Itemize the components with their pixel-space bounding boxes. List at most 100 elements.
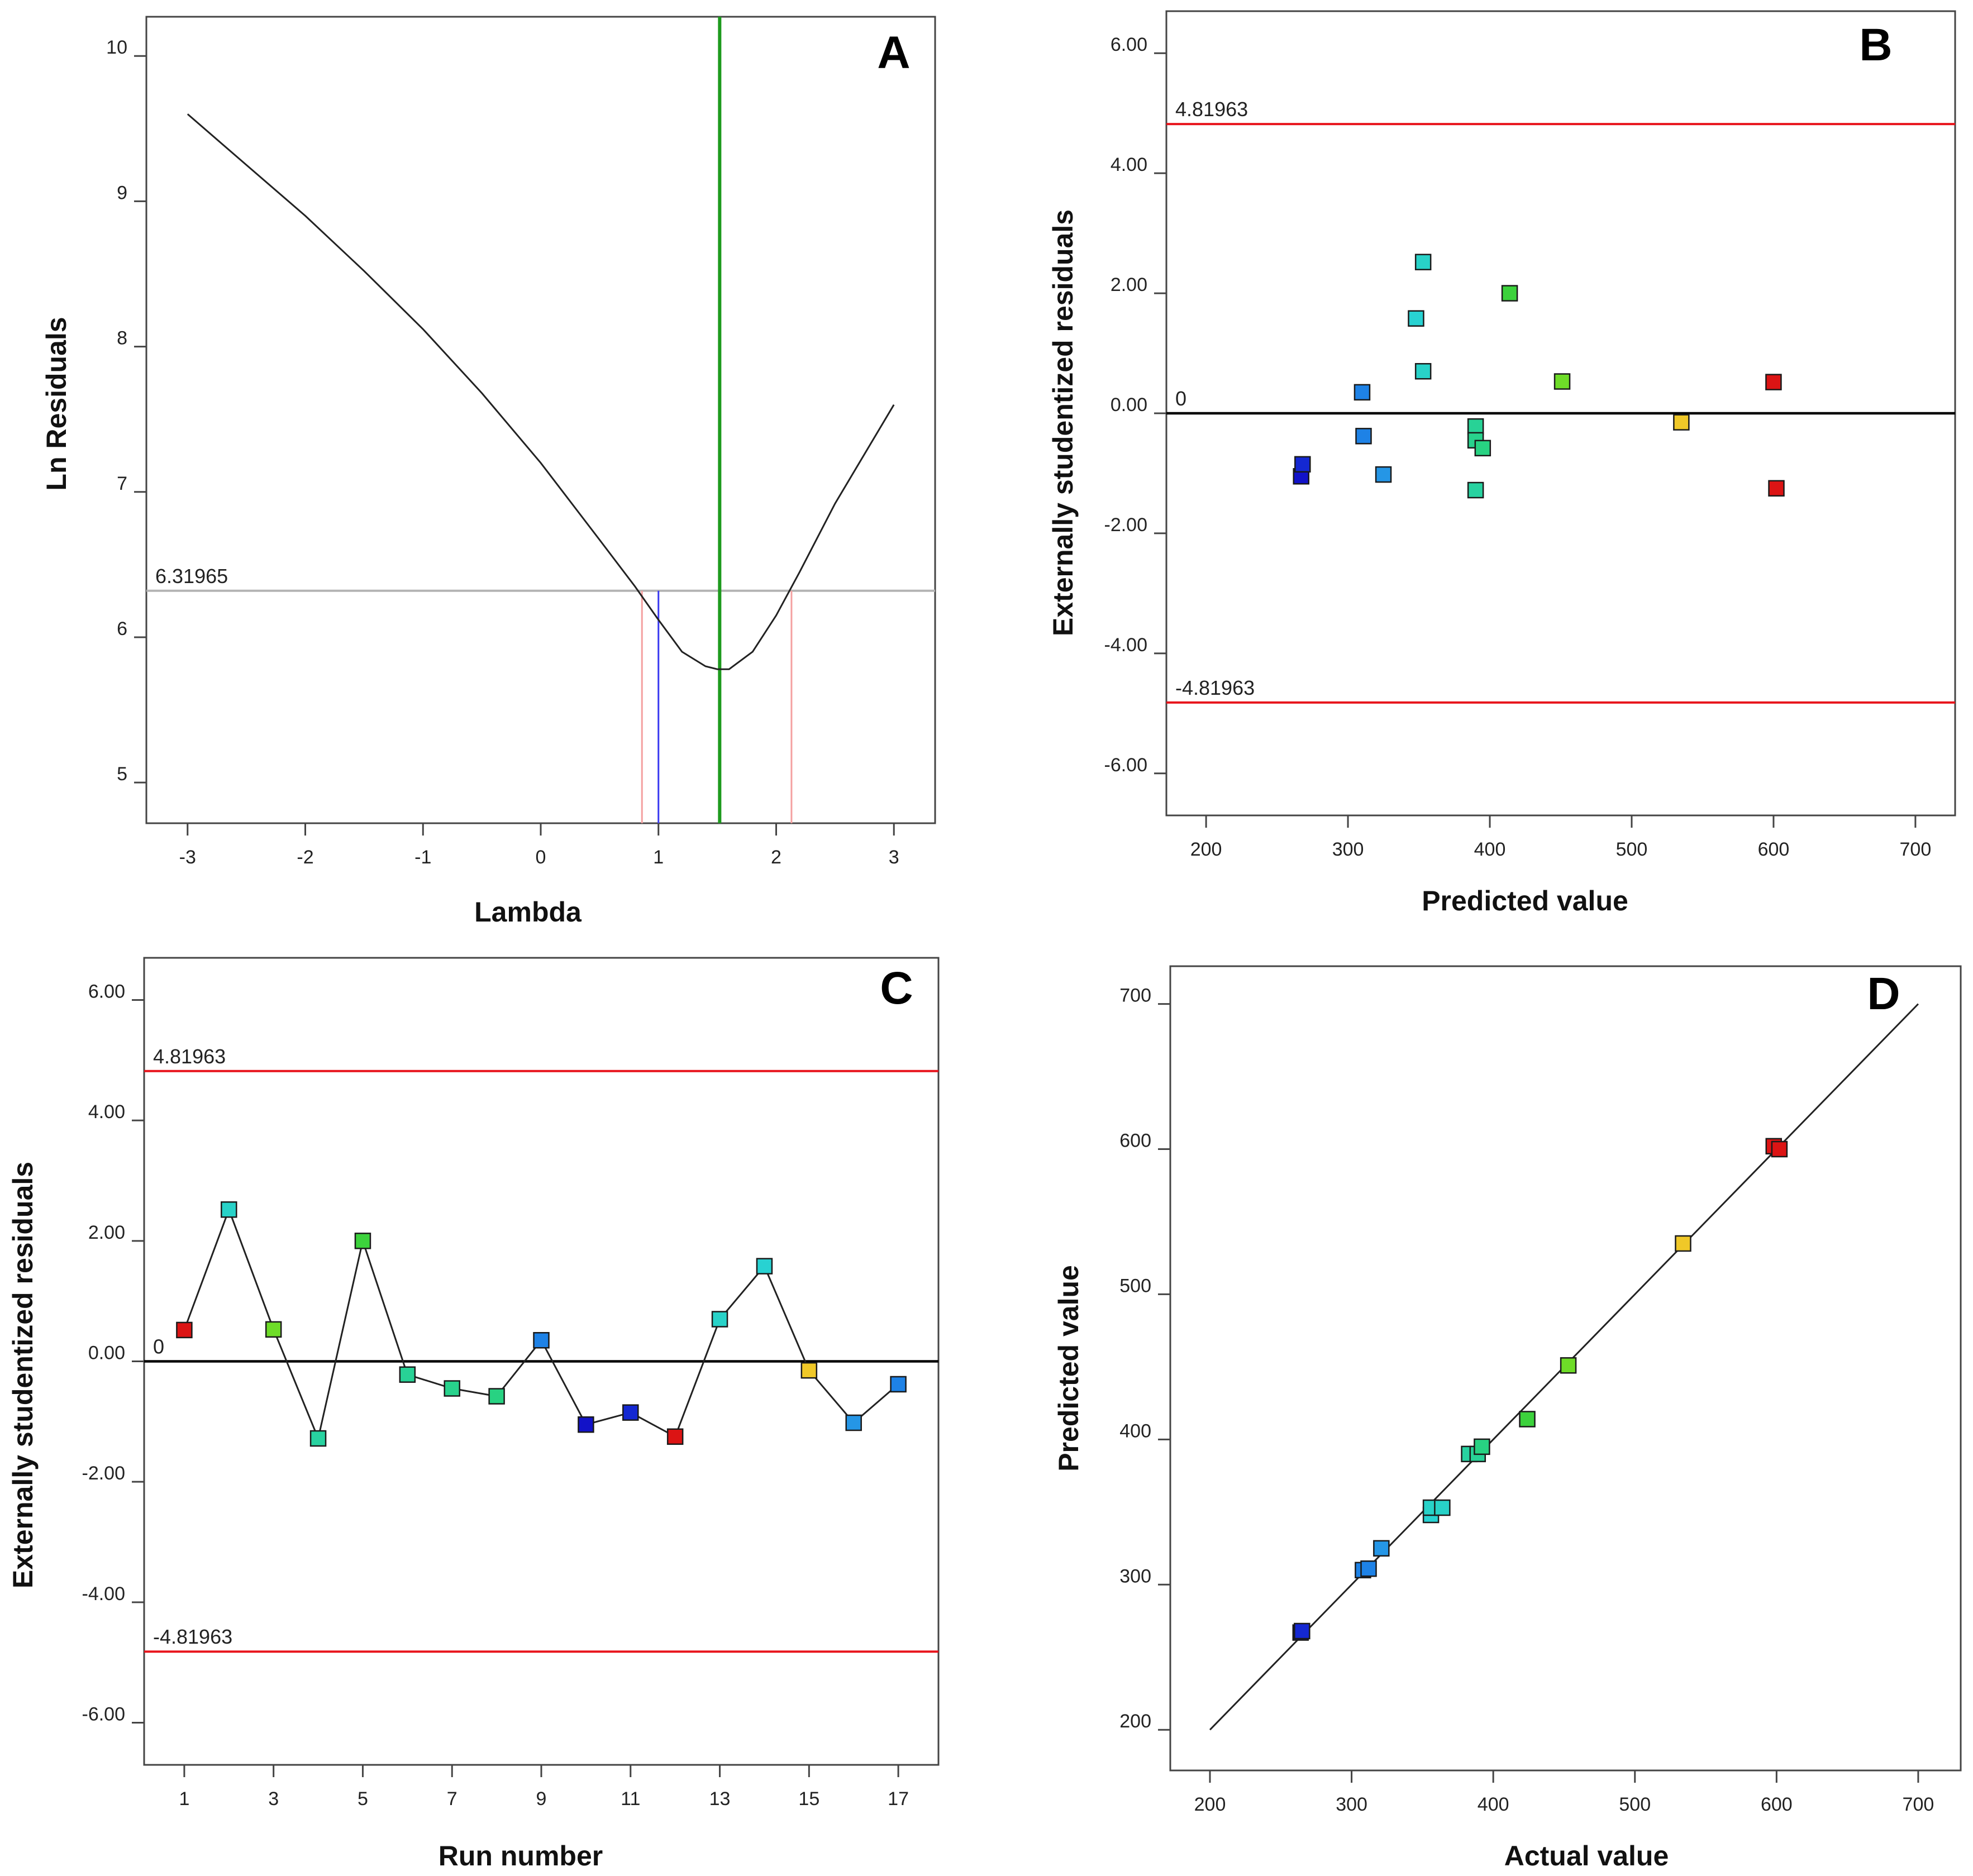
panel-d-data-point <box>1373 1540 1390 1557</box>
panel-d-data-point <box>1294 1622 1310 1640</box>
panel-b-data-point <box>1294 456 1311 473</box>
panel-c-ytick-label: 0.00 <box>88 1343 125 1364</box>
panel-b-residuals-vs-predicted: B Predicted value Externally studentized… <box>1047 10 1956 916</box>
panel-d-ytick-label: 700 <box>1119 985 1151 1006</box>
panel-a-xlabel: Lambda <box>474 896 582 928</box>
panel-d-xlabel: Actual value <box>1504 1840 1669 1872</box>
panel-a-threshold-label: 6.31965 <box>155 565 228 588</box>
panel-b-data-point <box>1467 418 1484 435</box>
panel-a-ytick-label: 10 <box>106 37 127 58</box>
panel-b-xtick-label: 600 <box>1758 839 1790 860</box>
panel-b-data-point <box>1408 310 1424 327</box>
panel-c-ytick-label: 6.00 <box>88 981 125 1002</box>
panel-a-ytick-label: 7 <box>117 473 127 494</box>
panel-a-box-cox-plot: A Lambda Ln Residuals -3 -2 -1 0 1 2 3 5 6 7 8 9 10 6… <box>41 16 936 928</box>
panel-c-data-point <box>711 1311 728 1328</box>
panel-a-xtick-label: -2 <box>297 847 313 868</box>
panel-d-xtick-label: 200 <box>1194 1794 1226 1815</box>
panel-c-data-point <box>309 1430 327 1447</box>
panel-c-ytick-label: 2.00 <box>88 1222 125 1243</box>
panel-c-data-point <box>578 1416 594 1433</box>
panel-c-xtick-label: 15 <box>798 1788 819 1810</box>
panel-a-letter: A <box>877 27 910 78</box>
panel-b-data-point <box>1553 373 1571 390</box>
panel-a-xtick-label: 2 <box>771 847 781 868</box>
panel-d-letter: D <box>1867 968 1900 1019</box>
panel-a-ytick-label: 9 <box>117 182 127 203</box>
panel-c-data-point <box>756 1258 773 1274</box>
panel-c-xlabel: Run number <box>439 1840 603 1872</box>
panel-a-xtick-label: -1 <box>414 847 431 868</box>
panel-c-zero-label: 0 <box>153 1335 164 1358</box>
panel-a-ylabel: Ln Residuals <box>41 317 72 490</box>
panel-d-ytick-label: 400 <box>1119 1420 1151 1441</box>
panel-c-ylabel: Externally studentized residuals <box>7 1162 39 1588</box>
panel-b-xlabel: Predicted value <box>1422 885 1628 916</box>
panel-d-data-point <box>1771 1140 1788 1158</box>
panel-a-frame <box>145 16 936 824</box>
panel-c-data-point <box>399 1366 416 1383</box>
panel-c-xtick-label: 13 <box>709 1788 731 1810</box>
panel-b-data-point <box>1768 480 1785 497</box>
panel-d-xtick-label: 600 <box>1761 1794 1793 1815</box>
panel-b-data-point <box>1354 384 1371 401</box>
panel-a-ytick-label: 6 <box>117 618 127 639</box>
panel-b-data-point <box>1765 374 1782 390</box>
panel-b-xtick-label: 700 <box>1900 839 1932 860</box>
panel-d-data-point <box>1675 1235 1691 1252</box>
panel-a-xtick-label: 3 <box>889 847 899 868</box>
panel-d-data-point <box>1519 1411 1536 1428</box>
panel-a-xtick-label: 1 <box>653 847 664 868</box>
panel-b-ytick-label: -6.00 <box>1104 755 1148 776</box>
panel-c-ytick-label: -2.00 <box>82 1463 126 1484</box>
panel-b-xtick-label: 400 <box>1474 839 1506 860</box>
panel-c-xtick-label: 9 <box>536 1788 547 1810</box>
panel-b-data-point <box>1673 414 1690 431</box>
panel-b-ytick-label: 4.00 <box>1111 154 1147 175</box>
panel-c-xtick-label: 17 <box>888 1788 909 1810</box>
panel-b-data-point <box>1501 285 1518 302</box>
panel-c-xtick-label: 1 <box>179 1788 189 1810</box>
panel-b-letter: B <box>1859 20 1892 70</box>
panel-c-xtick-label: 11 <box>621 1788 640 1810</box>
panel-c-ytick-label: -4.00 <box>82 1583 126 1605</box>
panel-b-limit-label: -4.81963 <box>1175 676 1255 699</box>
panel-b-ytick-label: 2.00 <box>1111 274 1147 295</box>
panel-c-data-point <box>666 1428 684 1445</box>
panel-b-ytick-label: -4.00 <box>1104 634 1148 656</box>
panel-b-limit-label: 4.81963 <box>1175 98 1248 121</box>
panel-b-ytick-label: 6.00 <box>1111 34 1147 55</box>
panel-c-xtick-label: 5 <box>358 1788 368 1810</box>
panel-b-ytick-label: 0.00 <box>1111 394 1147 416</box>
panel-c-xtick-label: 3 <box>268 1788 279 1810</box>
panel-b-ylabel: Externally studentized residuals <box>1047 209 1079 636</box>
panel-d-ytick-label: 600 <box>1119 1130 1151 1152</box>
panel-c-ytick-label: 4.00 <box>88 1101 125 1123</box>
panel-c-data-point <box>800 1362 818 1379</box>
panel-d-data-point <box>1434 1499 1451 1516</box>
panel-d-ytick-label: 300 <box>1119 1565 1151 1587</box>
panel-c-xtick-label: 7 <box>447 1788 457 1810</box>
panel-c-ytick-label: -6.00 <box>82 1704 126 1725</box>
panel-b-ytick-label: -2.00 <box>1104 514 1148 536</box>
panel-d-data-point <box>1474 1438 1490 1455</box>
panel-a-ytick-label: 5 <box>117 763 127 785</box>
panel-c-data-point <box>444 1380 460 1397</box>
panel-b-data-point <box>1474 440 1491 457</box>
panel-a-xtick-label: -3 <box>179 847 196 868</box>
panel-d-ylabel: Predicted value <box>1053 1265 1084 1472</box>
panel-c-connecting-line <box>183 1207 899 1441</box>
panel-c-data-point <box>176 1321 193 1339</box>
panel-a-ln-residuals-curve <box>187 113 895 670</box>
panel-b-data-point <box>1467 481 1484 499</box>
panel-c-data-point <box>622 1404 639 1421</box>
panel-c-letter: C <box>880 963 913 1014</box>
panel-d-frame <box>1169 965 1962 1772</box>
panel-c-residuals-vs-run: C Run number Externally studentized resi… <box>7 957 940 1872</box>
panel-c-data-point <box>265 1321 282 1338</box>
panel-d-xtick-label: 700 <box>1903 1794 1934 1815</box>
panel-b-data-point <box>1414 254 1432 270</box>
panel-c-limit-label: -4.81963 <box>153 1625 232 1648</box>
panel-a-xtick-label: 0 <box>536 847 546 868</box>
panel-d-xtick-label: 300 <box>1336 1794 1367 1815</box>
